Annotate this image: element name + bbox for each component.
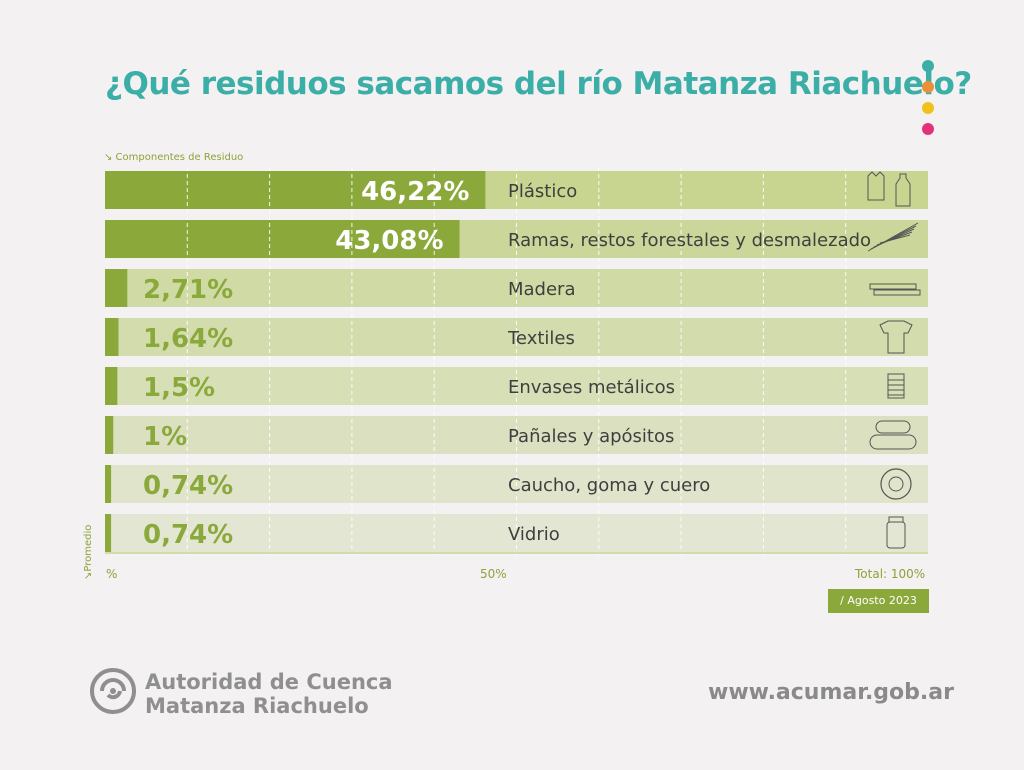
icon-stroke bbox=[869, 434, 917, 450]
bar bbox=[105, 416, 114, 454]
value-label: 0,74% bbox=[143, 471, 233, 501]
icon-stroke bbox=[876, 231, 913, 246]
value-label: 46,22% bbox=[361, 177, 469, 207]
icon-stroke bbox=[886, 521, 906, 549]
components-label: ↘ Componentes de Residuo bbox=[104, 152, 244, 163]
dot-teal bbox=[922, 60, 934, 72]
x-tick-label-50: 50% bbox=[480, 567, 507, 581]
value-label: 0,74% bbox=[143, 520, 233, 550]
bar bbox=[105, 318, 119, 356]
category-label: Textiles bbox=[507, 328, 575, 349]
bar bbox=[105, 220, 460, 258]
org-line-2: Matanza Riachuelo bbox=[145, 694, 369, 718]
date-badge: / Agosto 2023 bbox=[828, 589, 929, 613]
value-label: 1% bbox=[143, 422, 187, 452]
icon-stroke bbox=[879, 320, 913, 354]
category-label: Madera bbox=[508, 279, 576, 300]
icon-stroke bbox=[880, 468, 912, 500]
category-label: Pañales y apósitos bbox=[508, 426, 674, 447]
value-label: 1,64% bbox=[143, 324, 233, 354]
value-label: 1,5% bbox=[143, 373, 215, 403]
decorative-dots bbox=[922, 60, 934, 144]
org-line-1: Autoridad de Cuenca bbox=[145, 670, 393, 694]
value-label: 2,71% bbox=[143, 275, 233, 305]
category-label: Vidrio bbox=[508, 524, 560, 545]
x-tick-label-100: Total: 100% bbox=[855, 567, 926, 581]
category-label: Plástico bbox=[508, 181, 577, 202]
icon-stroke bbox=[875, 420, 911, 434]
category-label: Ramas, restos forestales y desmalezado bbox=[508, 230, 871, 251]
bar bbox=[105, 171, 486, 209]
icon-stroke bbox=[895, 173, 911, 207]
icon-stroke bbox=[873, 289, 921, 296]
dot-pink bbox=[922, 123, 934, 135]
icon-stroke bbox=[879, 234, 911, 244]
value-label: 43,08% bbox=[335, 226, 443, 256]
organization-name: Autoridad de Cuenca Matanza Riachuelo bbox=[145, 670, 393, 718]
dot-orange bbox=[922, 81, 934, 93]
page-title: ¿Qué residuos sacamos del río Matanza Ri… bbox=[105, 66, 972, 102]
bar bbox=[105, 367, 118, 405]
icon-stroke bbox=[867, 171, 885, 201]
bar bbox=[105, 514, 112, 552]
category-label: Caucho, goma y cuero bbox=[508, 475, 710, 496]
acumar-logo-icon bbox=[90, 668, 136, 714]
icon-stroke bbox=[887, 373, 905, 399]
bar bbox=[105, 269, 128, 307]
icon-stroke bbox=[869, 283, 917, 290]
website-link[interactable]: www.acumar.gob.ar bbox=[708, 680, 954, 705]
category-label: Envases metálicos bbox=[508, 377, 675, 398]
dot-yellow bbox=[922, 102, 934, 114]
icon-stroke bbox=[888, 476, 904, 492]
x-tick-label-0: % bbox=[106, 567, 118, 581]
bar bbox=[105, 465, 112, 503]
